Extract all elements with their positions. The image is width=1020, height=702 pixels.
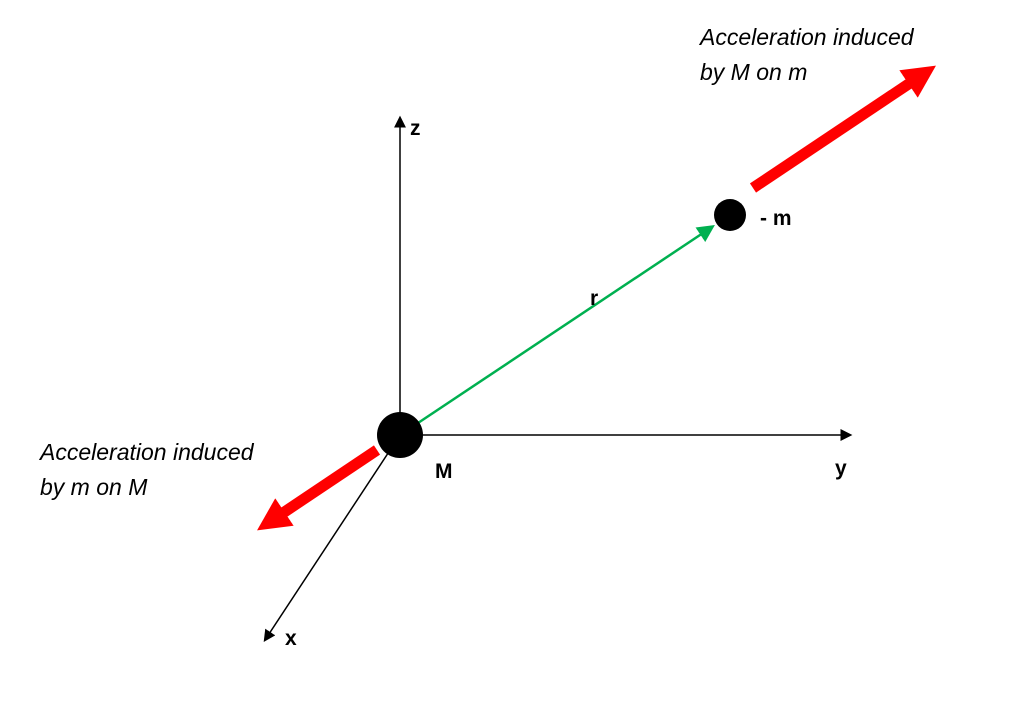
x-axis xyxy=(265,435,400,640)
y-axis-label: y xyxy=(835,457,847,480)
mass-M-circle xyxy=(377,412,423,458)
mass-M-label: M xyxy=(435,460,453,483)
r-vector-label: r xyxy=(590,287,598,310)
z-axis-label: z xyxy=(410,117,421,140)
mass-m-label: - m xyxy=(760,207,792,230)
r-vector xyxy=(418,227,712,423)
annotation-top-line2: by M on m xyxy=(700,59,807,85)
x-axis-label: x xyxy=(285,627,297,650)
acceleration-on-m-arrow xyxy=(753,73,925,188)
annotation-top-line1: Acceleration induced xyxy=(698,24,915,50)
annotation-left-line1: Acceleration induced xyxy=(38,439,255,465)
physics-diagram: z y x M - m r Acceleration induced by M … xyxy=(0,0,1020,702)
annotation-left-line2: by m on M xyxy=(40,474,148,500)
mass-m-circle xyxy=(714,199,746,231)
acceleration-on-M-arrow xyxy=(268,450,377,523)
